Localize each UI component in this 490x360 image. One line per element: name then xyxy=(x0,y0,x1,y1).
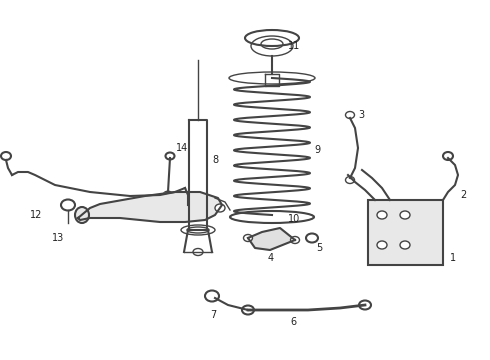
Ellipse shape xyxy=(166,153,174,159)
Polygon shape xyxy=(78,192,222,222)
Ellipse shape xyxy=(183,206,193,214)
Ellipse shape xyxy=(377,211,387,219)
Text: 1: 1 xyxy=(450,253,456,263)
Text: 10: 10 xyxy=(288,214,300,224)
Text: 7: 7 xyxy=(210,310,216,320)
Ellipse shape xyxy=(345,112,354,118)
Ellipse shape xyxy=(242,306,254,315)
Ellipse shape xyxy=(400,211,410,219)
Text: 2: 2 xyxy=(460,190,466,200)
Ellipse shape xyxy=(215,204,225,212)
Ellipse shape xyxy=(244,234,252,242)
Ellipse shape xyxy=(443,152,453,160)
Text: 5: 5 xyxy=(316,243,322,253)
Ellipse shape xyxy=(377,241,387,249)
Ellipse shape xyxy=(345,176,354,184)
Text: 12: 12 xyxy=(30,210,42,220)
Text: 11: 11 xyxy=(288,41,300,51)
Ellipse shape xyxy=(1,152,11,160)
Bar xyxy=(368,200,443,265)
Ellipse shape xyxy=(205,291,219,302)
Ellipse shape xyxy=(61,199,75,211)
Ellipse shape xyxy=(75,207,89,223)
Text: 3: 3 xyxy=(358,110,364,120)
Ellipse shape xyxy=(400,241,410,249)
Text: 8: 8 xyxy=(212,155,218,165)
Text: 6: 6 xyxy=(290,317,296,327)
Ellipse shape xyxy=(164,192,172,198)
Text: 9: 9 xyxy=(314,145,320,155)
Text: 14: 14 xyxy=(176,143,188,153)
Ellipse shape xyxy=(306,234,318,243)
Ellipse shape xyxy=(359,301,371,310)
Polygon shape xyxy=(248,228,295,250)
Text: 13: 13 xyxy=(52,233,64,243)
Ellipse shape xyxy=(291,237,299,243)
Ellipse shape xyxy=(193,248,203,256)
Text: 4: 4 xyxy=(268,253,274,263)
